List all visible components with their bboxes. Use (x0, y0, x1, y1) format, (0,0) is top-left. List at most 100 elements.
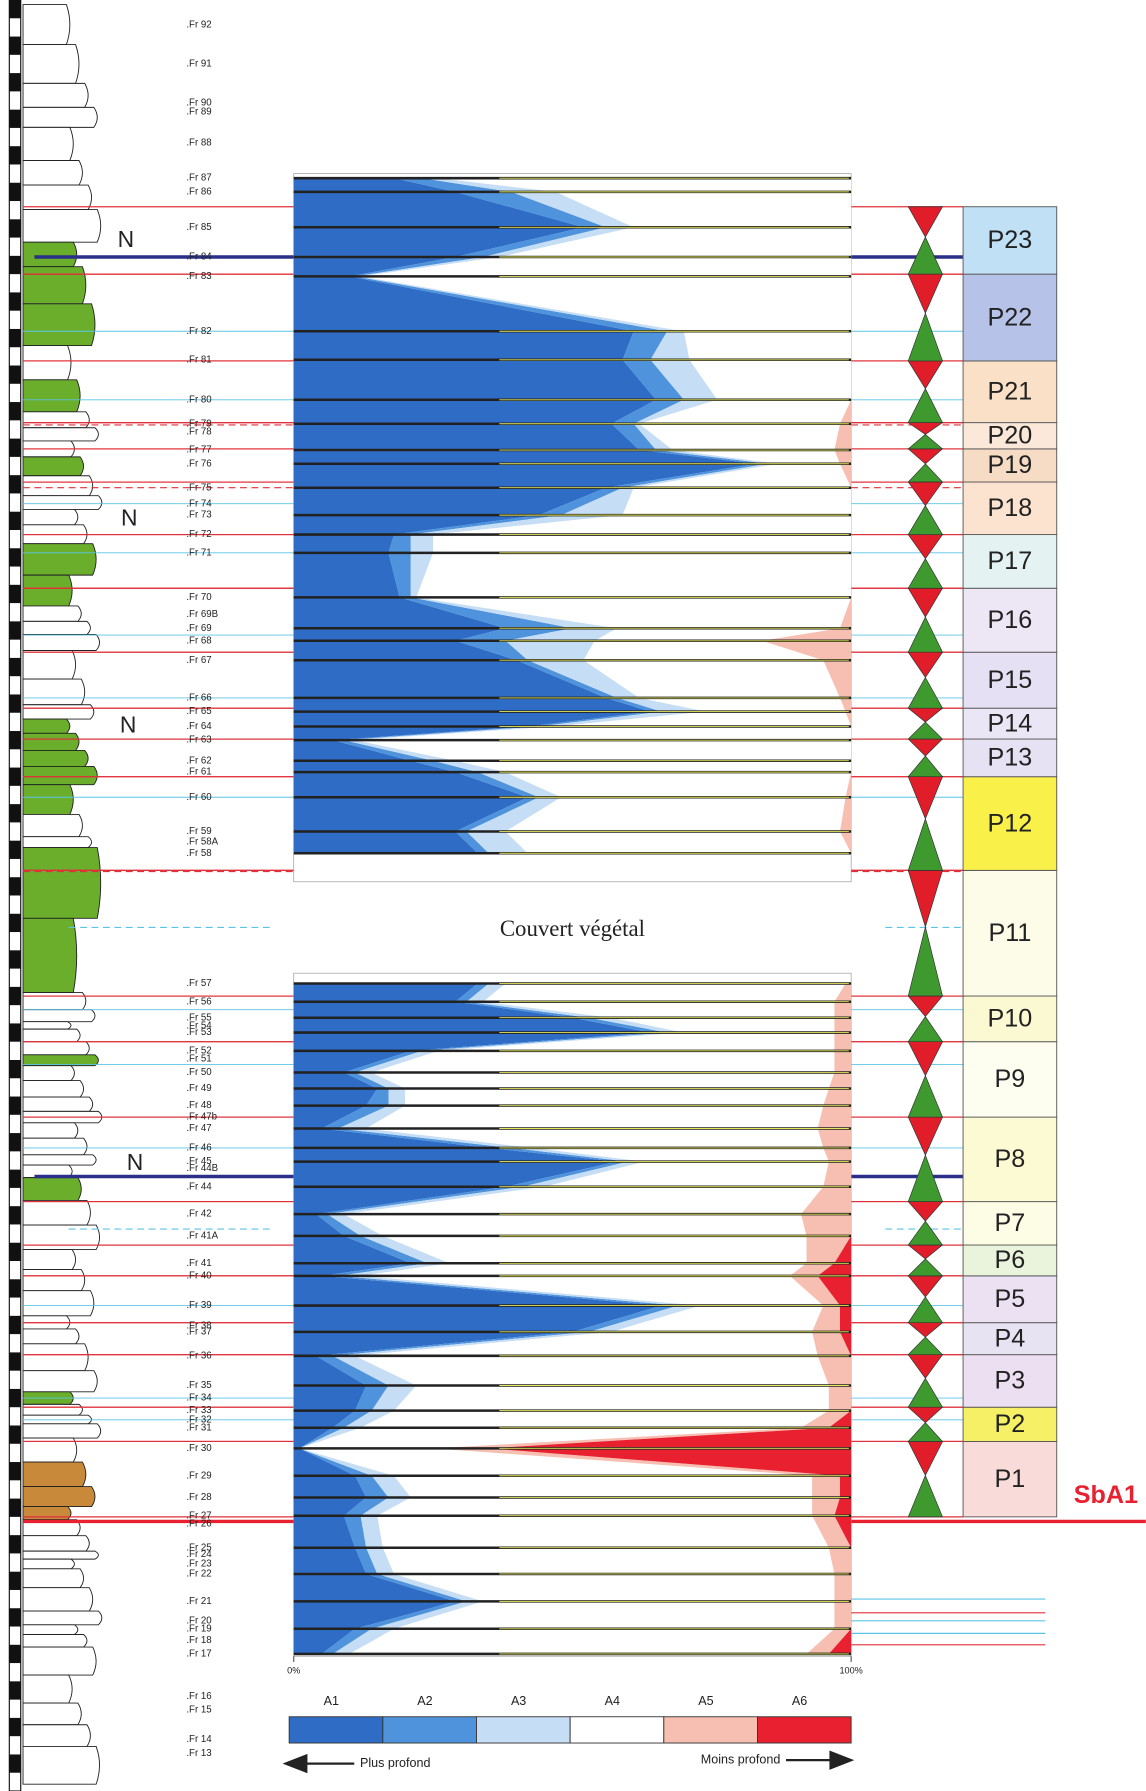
transgressive-triangle (907, 1074, 944, 1118)
lithology-bed (22, 992, 87, 1011)
scale-bar-segment (9, 1754, 21, 1773)
sample-label: .Fr 17 (186, 1648, 211, 1659)
scale-bar-segment (9, 804, 21, 823)
sequence-label: P4 (995, 1324, 1026, 1352)
sample-label: .Fr 41A (186, 1230, 218, 1241)
sample-label: .Fr 89 (186, 106, 211, 117)
sample-label: .Fr 70 (186, 592, 212, 603)
transgressive-triangle (907, 312, 943, 362)
sequence-label: P9 (995, 1065, 1026, 1093)
lithology-bed (22, 106, 98, 128)
regressive-triangle (907, 1441, 944, 1477)
sample-label: .Fr 50 (186, 1067, 212, 1078)
sample-label: .Fr 72 (186, 529, 211, 540)
sample-label: .Fr 63 (186, 735, 211, 746)
lithology-bed (22, 1328, 80, 1345)
lithology-bed (22, 82, 89, 108)
lithology-bed (22, 765, 98, 786)
sample-label: .Fr 23 (186, 1558, 211, 1569)
legend-label: A3 (511, 1694, 526, 1708)
facies-area (293, 983, 662, 1654)
regressive-triangle (907, 1406, 944, 1424)
sample-label: .Fr 58 (186, 848, 211, 859)
lithology-bed (22, 1137, 88, 1156)
scale-bar-segment (9, 402, 21, 421)
sample-label: .Fr 51 (186, 1053, 211, 1064)
lithology-bed (22, 784, 74, 815)
lithology-bed (22, 1587, 94, 1612)
scale-bar-segment (9, 328, 21, 348)
scale-bar-segment (9, 1681, 21, 1700)
transgressive-triangle (907, 387, 944, 423)
sequence-box (962, 1201, 1058, 1246)
lithology-bed (22, 1370, 98, 1393)
lithology-bed (22, 427, 99, 442)
lithology-bed (22, 241, 78, 268)
north-marker: N (118, 226, 135, 252)
sample-label: .Fr 19 (186, 1623, 211, 1634)
lithology-bed (22, 1224, 101, 1251)
lithology-bed (22, 1568, 85, 1589)
transgressive-triangle (907, 676, 944, 709)
lithology-bed (22, 495, 103, 510)
sample-label: .Fr 61 (186, 767, 211, 778)
arrow-right (786, 1750, 855, 1770)
lithology-bed (22, 836, 93, 848)
scale-bar-segment (9, 1388, 21, 1408)
sample-label: .Fr 66 (186, 692, 211, 703)
sequence-label: P11 (988, 919, 1031, 947)
sequence-label: P1 (995, 1465, 1026, 1493)
sample-label: .Fr 59 (186, 826, 211, 837)
sequence-box (962, 651, 1058, 709)
lithology-bed (22, 1535, 90, 1552)
regressive-triangle (907, 738, 944, 757)
legend-swatch (757, 1716, 852, 1744)
lithology-bed (22, 605, 82, 622)
sample-label: .Fr 69B (186, 609, 218, 620)
scale-bar-segment (9, 1169, 21, 1188)
scale-bar-segment (9, 146, 21, 165)
scale-bar-segment (9, 255, 21, 275)
sample-label: .Fr 84 (186, 252, 212, 263)
sample-label: .Fr 46 (186, 1142, 211, 1153)
lithology-bed (22, 1009, 96, 1023)
scale-bar-segment (9, 548, 21, 567)
sample-label: .Fr 75 (186, 482, 211, 493)
lithology-bed (22, 1200, 91, 1226)
sample-label: .Fr 54 (186, 1020, 212, 1031)
lithology-bed (22, 620, 91, 635)
sample-label: .Fr 87 (186, 173, 211, 184)
scale-bar-segment (9, 731, 21, 750)
lithology-bed (22, 1558, 75, 1570)
transgressive-triangle (907, 1377, 944, 1408)
scale-bar-segment (9, 182, 21, 202)
legend-label: A6 (792, 1694, 807, 1708)
sample-label: .Fr 60 (186, 792, 212, 803)
regressive-triangle (907, 776, 944, 820)
lithology-bed (22, 704, 95, 720)
sample-label: .Fr 55 (186, 1012, 211, 1023)
lithology-bed (22, 718, 71, 734)
sample-label: .Fr 62 (186, 755, 211, 766)
regressive-triangle (907, 1041, 944, 1077)
sequence-box (962, 1244, 1058, 1277)
lithology-bed (22, 1423, 102, 1439)
lithology-bed (22, 1724, 91, 1747)
lithology-bed (22, 1054, 99, 1067)
scale-bar-segment (9, 1498, 21, 1517)
regressive-triangle (907, 481, 944, 507)
transgressive-triangle (907, 1258, 944, 1277)
lithology-bed (22, 1269, 86, 1292)
scale-bar-segment (9, 621, 21, 640)
sample-label: .Fr 49 (186, 1083, 211, 1094)
sample-label: .Fr 32 (186, 1414, 211, 1425)
sample-label: .Fr 20 (186, 1615, 212, 1626)
sample-label: .Fr 47b (186, 1112, 217, 1123)
legend-swatch (569, 1716, 665, 1744)
sample-label: .Fr 64 (186, 721, 212, 732)
sample-label: .Fr 69 (186, 623, 211, 634)
scale-bar-segment (9, 950, 21, 969)
sample-label: .Fr 39 (186, 1300, 211, 1311)
sequence-label: P15 (988, 666, 1033, 694)
sample-label: .Fr 74 (186, 498, 212, 509)
